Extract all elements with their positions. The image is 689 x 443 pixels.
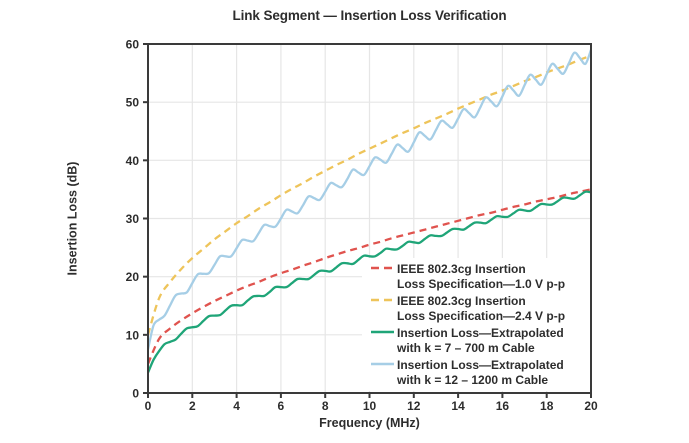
plot-frame <box>147 43 592 394</box>
y-tick-label: 0 <box>132 387 139 401</box>
y-axis-title: Insertion Loss (dB) <box>65 161 80 276</box>
tick-labels: 0 2 4 6 8 10 12 14 16 18 20 0 10 20 30 40 50 60 <box>126 38 598 414</box>
x-tick-label: 0 <box>145 399 152 413</box>
series-lines <box>146 49 593 374</box>
axis-ticks <box>143 43 592 398</box>
legend-label-line1: Insertion Loss—Extrapolated <box>397 358 564 372</box>
legend-label-line2: Loss Specification—1.0 V p-p <box>397 277 565 291</box>
plot-border <box>147 43 592 394</box>
x-tick-label: 12 <box>407 399 421 413</box>
legend-label-line1: IEEE 802.3cg Insertion <box>397 294 526 308</box>
legend-background <box>362 258 590 391</box>
legend-label-line2: Loss Specification—2.4 V p-p <box>397 309 565 323</box>
series-line-2 <box>146 190 592 374</box>
x-tick-label: 2 <box>189 399 196 413</box>
x-tick-label: 14 <box>451 399 465 413</box>
legend-label-line2: with k = 7 – 700 m Cable <box>396 341 535 355</box>
x-axis-title: Frequency (MHz) <box>319 416 420 430</box>
legend-label-line1: Insertion Loss—Extrapolated <box>397 326 564 340</box>
x-tick-label: 4 <box>233 399 240 413</box>
y-tick-label: 40 <box>126 154 140 168</box>
x-tick-label: 8 <box>322 399 329 413</box>
legend-label-line2: with k = 12 – 1200 m Cable <box>396 373 548 387</box>
legend-label-line1: IEEE 802.3cg Insertion <box>397 262 526 276</box>
x-tick-label: 10 <box>363 399 377 413</box>
x-tick-label: 16 <box>496 399 510 413</box>
x-tick-label: 20 <box>584 399 598 413</box>
y-tick-label: 50 <box>126 96 140 110</box>
chart-title: Link Segment — Insertion Loss Verificati… <box>232 8 507 23</box>
x-tick-label: 6 <box>278 399 285 413</box>
x-tick-label: 18 <box>540 399 554 413</box>
y-tick-label: 30 <box>126 212 140 226</box>
series-line-0 <box>146 188 592 365</box>
y-tick-label: 10 <box>126 328 140 342</box>
y-tick-label: 60 <box>126 38 140 52</box>
series-line-1 <box>146 54 592 336</box>
y-tick-label: 20 <box>126 270 140 284</box>
series-line-3 <box>146 49 593 350</box>
gridlines <box>148 44 591 393</box>
